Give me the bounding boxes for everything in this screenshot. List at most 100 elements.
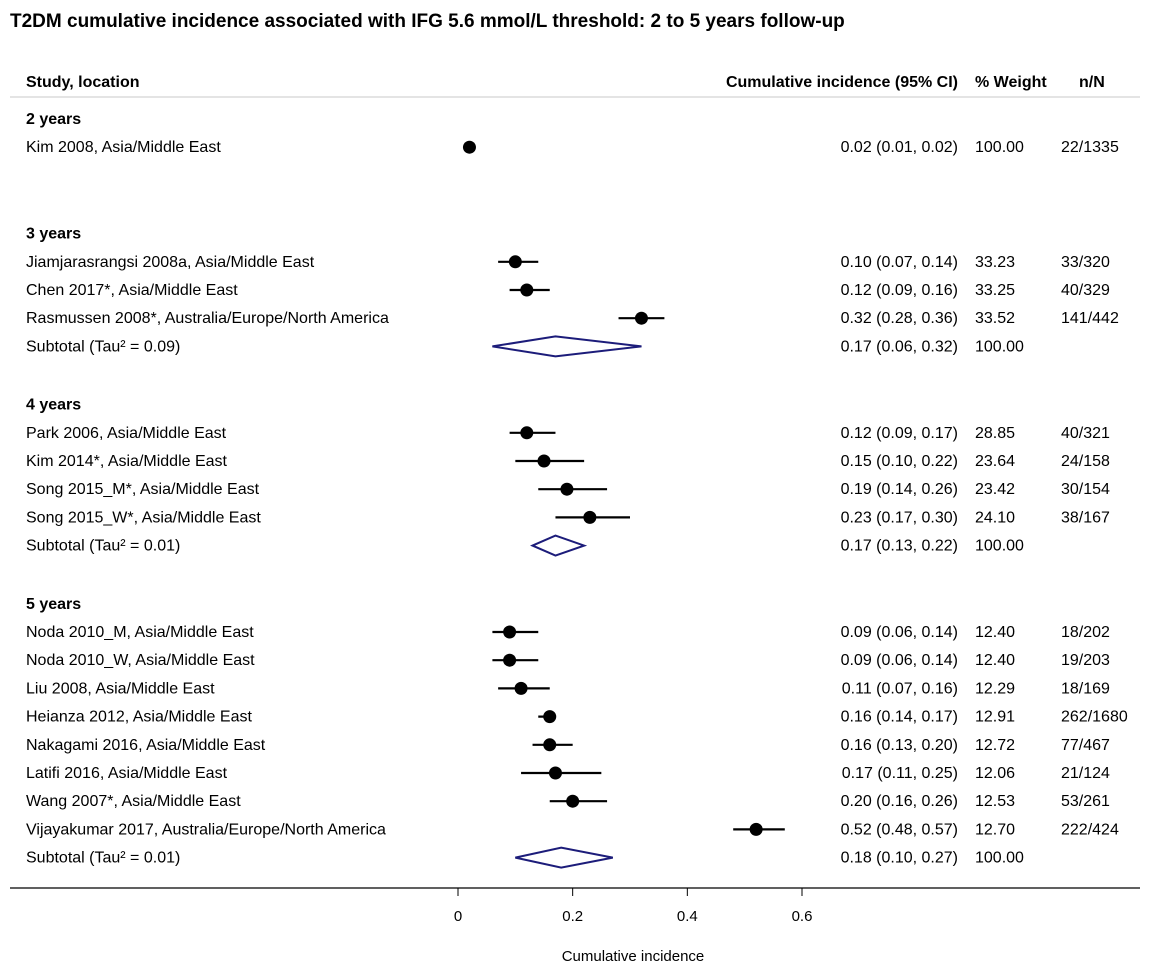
weight-value: 100.00: [975, 139, 1024, 156]
x-tick-label: 0.6: [792, 908, 813, 925]
nn-value: 19/203: [1061, 652, 1110, 669]
point-estimate: [634, 311, 648, 325]
nn-value: 33/320: [1061, 254, 1110, 271]
subtotal-label: Subtotal (Tau² = 0.01): [26, 538, 180, 555]
weight-value: 12.70: [975, 821, 1015, 838]
weight-value: 28.85: [975, 425, 1015, 442]
x-axis-label: Cumulative incidence: [562, 948, 705, 965]
nn-value: 18/169: [1061, 680, 1110, 697]
weight-value: 23.42: [975, 481, 1015, 498]
group-label: 3 years: [26, 226, 81, 243]
subtotal-diamond: [515, 846, 613, 869]
nn-value: 262/1680: [1061, 709, 1128, 726]
study-label: Liu 2008, Asia/Middle East: [26, 680, 215, 697]
point-estimate: [520, 426, 534, 440]
weight-value: 33.52: [975, 310, 1015, 327]
forest-rows: 2 years Kim 2008, Asia/Middle East 0.02 (0…: [26, 111, 1128, 869]
subtotal-label: Subtotal (Tau² = 0.01): [26, 850, 180, 867]
point-estimate: [537, 454, 551, 468]
point-estimate: [543, 738, 557, 752]
group-label: 5 years: [26, 596, 81, 613]
nn-value: 222/424: [1061, 821, 1119, 838]
point-estimate: [543, 710, 557, 724]
x-axis-ticks: 0 0.2 0.4 0.6: [454, 888, 813, 925]
study-label: Kim 2014*, Asia/Middle East: [26, 453, 228, 470]
study-label: Noda 2010_M, Asia/Middle East: [26, 624, 254, 641]
study-label: Song 2015_W*, Asia/Middle East: [26, 509, 261, 526]
weight-value: 12.29: [975, 680, 1015, 697]
ci-value: 0.19 (0.14, 0.26): [841, 481, 958, 498]
ci-value: 0.17 (0.11, 0.25): [842, 765, 958, 782]
ci-value: 0.12 (0.09, 0.16): [841, 282, 958, 299]
study-label: Rasmussen 2008*, Australia/Europe/North …: [26, 310, 389, 327]
study-label: Latifi 2016, Asia/Middle East: [26, 765, 228, 782]
ci-value: 0.16 (0.13, 0.20): [841, 737, 958, 754]
ci-value: 0.10 (0.07, 0.14): [841, 254, 958, 271]
weight-value: 12.06: [975, 765, 1015, 782]
ci-value: 0.09 (0.06, 0.14): [841, 652, 958, 669]
point-estimate: [560, 482, 574, 496]
weight-value: 33.23: [975, 254, 1015, 271]
nn-value: 21/124: [1061, 765, 1110, 782]
ci-value: 0.02 (0.01, 0.02): [841, 139, 958, 156]
nn-value: 40/321: [1061, 425, 1110, 442]
study-label: Wang 2007*, Asia/Middle East: [26, 793, 241, 810]
study-label: Nakagami 2016, Asia/Middle East: [26, 737, 266, 754]
point-estimate: [514, 681, 528, 695]
subtotal-weight-value: 100.00: [975, 850, 1024, 867]
study-label: Song 2015_M*, Asia/Middle East: [26, 481, 260, 498]
weight-value: 12.40: [975, 652, 1015, 669]
weight-value: 12.53: [975, 793, 1015, 810]
subtotal-diamond: [492, 335, 642, 358]
subtotal-weight-value: 100.00: [975, 338, 1024, 355]
weight-value: 33.25: [975, 282, 1015, 299]
header-ci: Cumulative incidence (95% CI): [726, 74, 958, 91]
ci-value: 0.52 (0.48, 0.57): [841, 821, 958, 838]
study-label: Kim 2008, Asia/Middle East: [26, 139, 221, 156]
point-estimate: [503, 625, 517, 639]
ci-value: 0.16 (0.14, 0.17): [841, 709, 958, 726]
nn-value: 40/329: [1061, 282, 1110, 299]
point-estimate: [520, 283, 534, 297]
group-label: 2 years: [26, 111, 81, 128]
subtotal-ci-value: 0.17 (0.13, 0.22): [841, 538, 958, 555]
group-label: 4 years: [26, 397, 81, 414]
header-weight: % Weight: [975, 74, 1047, 91]
header-study: Study, location: [26, 74, 139, 91]
ci-value: 0.15 (0.10, 0.22): [841, 453, 958, 470]
point-estimate: [503, 653, 517, 667]
point-estimate: [749, 822, 763, 836]
study-label: Park 2006, Asia/Middle East: [26, 425, 227, 442]
x-tick-label: 0: [454, 908, 462, 925]
nn-value: 141/442: [1061, 310, 1119, 327]
weight-value: 23.64: [975, 453, 1015, 470]
x-tick-label: 0.2: [562, 908, 583, 925]
study-label: Noda 2010_W, Asia/Middle East: [26, 652, 255, 669]
nn-value: 22/1335: [1061, 139, 1119, 156]
point-estimate: [508, 255, 522, 269]
ci-value: 0.09 (0.06, 0.14): [841, 624, 958, 641]
ci-value: 0.12 (0.09, 0.17): [841, 425, 958, 442]
nn-value: 18/202: [1061, 624, 1110, 641]
point-estimate: [548, 766, 562, 780]
study-label: Vijayakumar 2017, Australia/Europe/North…: [26, 821, 386, 838]
weight-value: 24.10: [975, 509, 1015, 526]
weight-value: 12.72: [975, 737, 1015, 754]
study-label: Jiamjarasrangsi 2008a, Asia/Middle East: [26, 254, 315, 271]
header-nn: n/N: [1079, 74, 1105, 91]
subtotal-label: Subtotal (Tau² = 0.09): [26, 338, 180, 355]
subtotal-ci-value: 0.17 (0.06, 0.32): [841, 338, 958, 355]
point-estimate: [462, 140, 476, 154]
weight-value: 12.40: [975, 624, 1015, 641]
subtotal-weight-value: 100.00: [975, 538, 1024, 555]
study-label: Chen 2017*, Asia/Middle East: [26, 282, 238, 299]
ci-value: 0.20 (0.16, 0.26): [841, 793, 958, 810]
chart-title: T2DM cumulative incidence associated wit…: [10, 11, 845, 32]
point-estimate: [566, 794, 580, 808]
nn-value: 77/467: [1061, 737, 1110, 754]
subtotal-diamond: [530, 534, 588, 557]
nn-value: 53/261: [1061, 793, 1110, 810]
subtotal-ci-value: 0.18 (0.10, 0.27): [841, 850, 958, 867]
study-label: Heianza 2012, Asia/Middle East: [26, 709, 252, 726]
